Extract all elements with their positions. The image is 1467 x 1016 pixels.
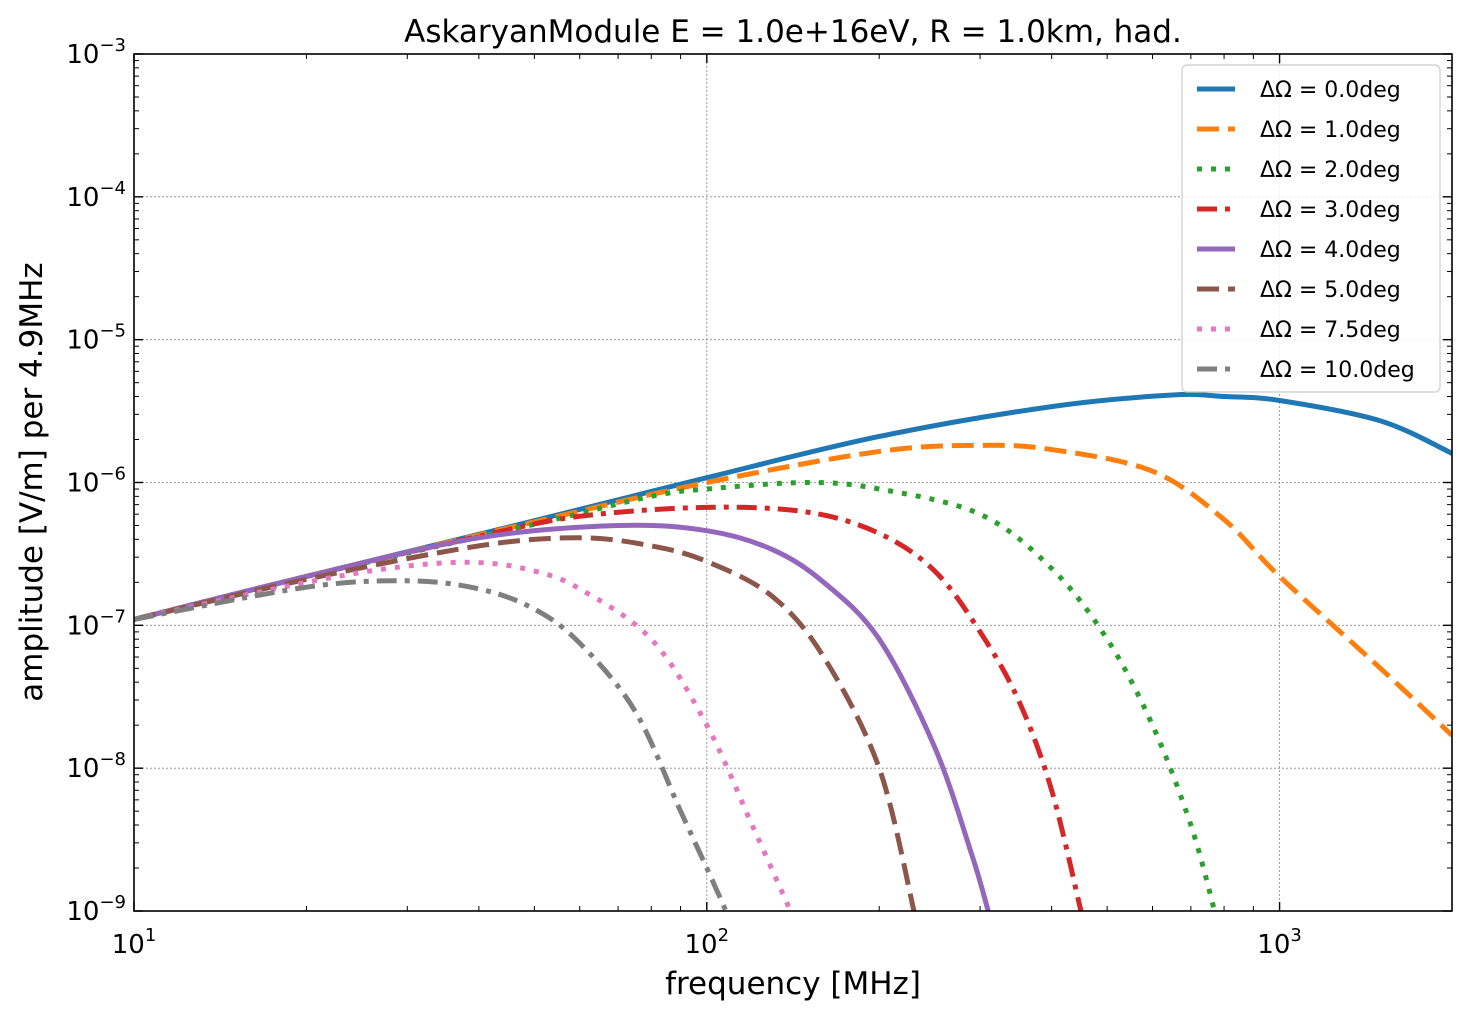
series-line — [134, 535, 917, 911]
series-line — [134, 578, 729, 911]
x-tick-label: 101 — [112, 925, 157, 960]
series-line — [134, 559, 793, 911]
series-line — [134, 480, 1217, 911]
major-ticks — [133, 53, 1452, 912]
legend-label: ΔΩ = 0.0deg — [1260, 78, 1401, 103]
series-line — [134, 391, 1452, 622]
x-tick-label: 102 — [685, 925, 730, 960]
chart-title: AskaryanModule E = 1.0e+16eV, R = 1.0km,… — [404, 14, 1182, 50]
y-tick-label: 10−3 — [66, 35, 126, 70]
legend: ΔΩ = 0.0deg ΔΩ = 1.0deg ΔΩ = 2.0deg ΔΩ = 3.… — [1181, 64, 1441, 393]
legend-label: ΔΩ = 3.0deg — [1260, 198, 1401, 223]
legend-label: ΔΩ = 4.0deg — [1260, 238, 1401, 263]
y-tick-labels: 10−9 10−8 10−7 10−6 10−5 10−4 10−3 — [66, 35, 126, 927]
y-tick-label: 10−7 — [66, 606, 126, 641]
legend-label: ΔΩ = 1.0deg — [1260, 118, 1401, 143]
legend-items: ΔΩ = 0.0deg ΔΩ = 1.0deg ΔΩ = 2.0deg ΔΩ = 3.… — [1197, 78, 1415, 383]
legend-label: ΔΩ = 2.0deg — [1260, 158, 1401, 183]
x-tick-labels: 101 102 103 — [112, 925, 1302, 960]
y-tick-label: 10−4 — [66, 178, 126, 213]
x-axis-label: frequency [MHz] — [665, 966, 921, 1002]
series-line — [134, 504, 1084, 911]
legend-label: ΔΩ = 10.0deg — [1260, 358, 1415, 383]
x-tick-label: 103 — [1257, 925, 1302, 960]
y-tick-label: 10−8 — [66, 749, 126, 784]
series-line — [134, 442, 1452, 738]
minor-ticks — [134, 54, 1452, 911]
y-tick-label: 10−6 — [66, 464, 126, 499]
legend-label: ΔΩ = 7.5deg — [1260, 318, 1401, 343]
y-axis-label: amplitude [V/m] per 4.9MHz — [14, 262, 50, 701]
legend-box — [1181, 64, 1441, 393]
series-line — [134, 522, 991, 911]
legend-label: ΔΩ = 5.0deg — [1260, 278, 1401, 303]
y-tick-label: 10−9 — [66, 892, 126, 927]
y-tick-label: 10−5 — [66, 321, 126, 356]
series-group — [134, 391, 1452, 911]
